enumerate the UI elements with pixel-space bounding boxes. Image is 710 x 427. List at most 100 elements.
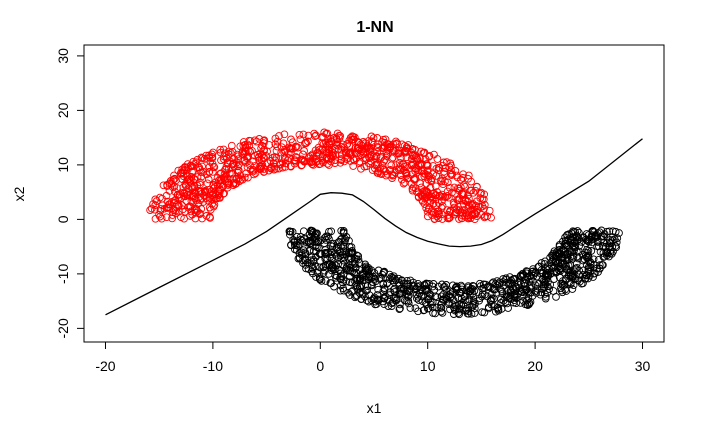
data-point <box>459 170 467 179</box>
data-point <box>393 139 402 148</box>
data-point <box>167 179 176 188</box>
data-point <box>502 275 510 284</box>
data-point <box>251 169 260 178</box>
data-point <box>298 251 306 260</box>
data-point <box>320 128 329 137</box>
data-point <box>317 277 326 285</box>
data-point <box>260 136 269 145</box>
data-point <box>300 157 309 166</box>
data-point <box>525 277 533 286</box>
data-point <box>348 248 357 257</box>
data-point <box>396 171 405 180</box>
data-point <box>345 243 354 251</box>
data-point <box>299 227 308 236</box>
data-point <box>570 246 579 254</box>
data-point <box>337 272 346 280</box>
series-2-points <box>285 226 623 319</box>
data-point <box>464 171 473 180</box>
data-point <box>552 293 560 301</box>
data-point <box>346 278 354 287</box>
data-point <box>344 288 353 297</box>
data-point <box>437 177 446 186</box>
data-point <box>216 145 225 154</box>
data-point <box>252 137 261 146</box>
data-point <box>443 206 452 214</box>
data-point <box>457 214 466 223</box>
data-point <box>296 135 305 144</box>
data-point <box>327 261 336 270</box>
data-point <box>464 309 473 318</box>
data-point <box>342 265 351 274</box>
data-point <box>312 273 320 281</box>
data-point <box>360 273 368 282</box>
data-point <box>350 156 359 165</box>
data-point <box>406 276 415 285</box>
data-point <box>293 232 301 241</box>
data-point <box>348 286 357 295</box>
data-point <box>360 162 369 171</box>
data-point <box>312 131 320 140</box>
data-point <box>528 292 537 300</box>
data-point <box>240 173 249 182</box>
data-point <box>428 303 437 312</box>
data-point <box>441 164 450 172</box>
data-point <box>337 142 346 151</box>
data-point <box>215 189 224 198</box>
data-point <box>188 162 197 171</box>
data-point <box>421 285 430 294</box>
data-point <box>424 295 432 304</box>
data-point <box>588 232 596 241</box>
data-point <box>414 193 423 202</box>
data-point <box>374 285 383 294</box>
data-point <box>455 310 464 319</box>
data-point <box>220 173 229 182</box>
data-point <box>460 181 468 190</box>
data-point <box>156 212 164 221</box>
data-point <box>527 281 536 290</box>
data-point <box>202 151 210 160</box>
data-point <box>562 256 571 265</box>
data-point <box>433 155 442 163</box>
data-point <box>208 150 216 159</box>
data-point <box>273 142 282 151</box>
data-point <box>432 209 440 218</box>
data-point <box>372 152 381 161</box>
data-point <box>225 179 234 188</box>
data-point <box>475 279 484 288</box>
y-axis-title: x2 <box>11 186 27 201</box>
data-point <box>458 190 467 199</box>
data-point <box>575 228 583 237</box>
data-point <box>476 189 485 198</box>
data-point <box>524 294 533 302</box>
data-point <box>461 182 469 191</box>
data-point <box>342 233 351 241</box>
data-point <box>423 162 432 170</box>
data-point <box>326 250 335 259</box>
data-point <box>315 150 323 158</box>
data-point <box>377 170 386 179</box>
data-point <box>168 183 177 192</box>
data-point <box>346 267 355 275</box>
data-point <box>470 209 479 217</box>
data-point <box>479 280 488 289</box>
data-point <box>276 160 285 168</box>
data-point <box>146 206 154 214</box>
x-tick-label: -10 <box>203 358 223 374</box>
data-point <box>350 259 359 268</box>
data-point <box>325 227 333 236</box>
data-point <box>186 202 195 211</box>
x-tick-label: 30 <box>635 358 651 374</box>
data-point <box>197 153 206 162</box>
data-point <box>361 153 369 162</box>
y-tick-label: 0 <box>55 215 71 223</box>
data-point <box>446 159 455 168</box>
data-point <box>299 256 307 265</box>
data-point <box>227 141 236 150</box>
data-point <box>430 215 439 223</box>
data-point <box>382 149 391 158</box>
data-point <box>446 293 455 301</box>
data-point <box>294 143 302 152</box>
data-point <box>182 181 190 190</box>
data-point <box>510 279 519 288</box>
